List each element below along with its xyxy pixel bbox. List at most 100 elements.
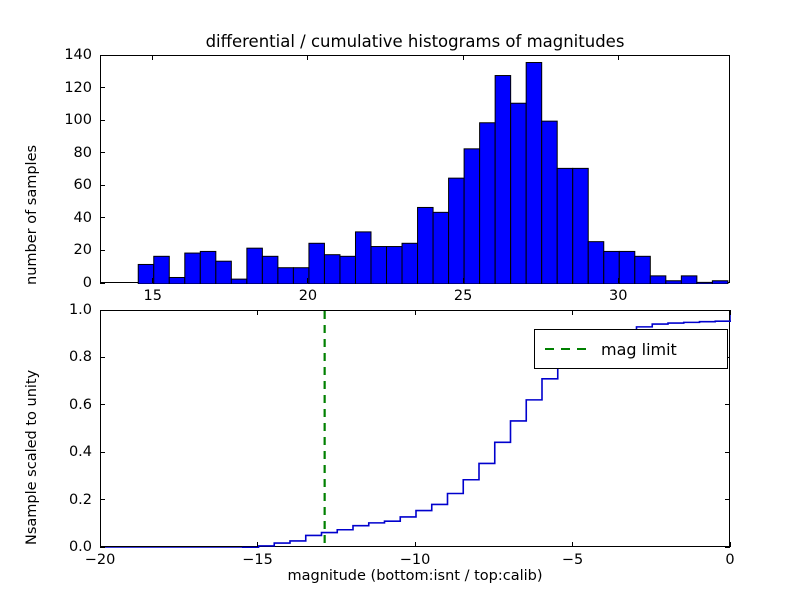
y-tick-label: 0.2 bbox=[68, 491, 92, 508]
histogram-bar bbox=[556, 167, 574, 284]
histogram-bar bbox=[649, 275, 667, 284]
y-tick-mark-right bbox=[725, 309, 730, 311]
legend[interactable]: mag limit bbox=[534, 329, 728, 369]
histogram-bar bbox=[308, 242, 325, 284]
x-tick-label: 0 bbox=[725, 552, 735, 568]
x-tick-mark bbox=[414, 542, 416, 547]
histogram-bar bbox=[261, 255, 279, 284]
histogram-bar bbox=[401, 242, 419, 284]
top-y-axis-label: number of samples bbox=[24, 144, 40, 285]
histogram-bar bbox=[153, 255, 170, 284]
histogram-bar bbox=[323, 254, 341, 284]
x-tick-label: 25 bbox=[453, 288, 473, 304]
histogram-bar bbox=[572, 167, 589, 284]
histogram-bar bbox=[541, 120, 558, 284]
y-tick-label: 20 bbox=[73, 242, 92, 259]
histogram-bar bbox=[525, 62, 543, 284]
x-axis-label: magnitude (bottom:isnt / top:calib) bbox=[287, 568, 543, 584]
histogram-bar bbox=[479, 122, 496, 284]
y-tick-mark-right bbox=[725, 451, 730, 453]
y-tick-label: 0.8 bbox=[68, 349, 92, 366]
bottom-y-axis-label: Nsample scaled to unity bbox=[24, 369, 40, 545]
y-tick-mark bbox=[100, 404, 105, 406]
x-tick-mark-top bbox=[729, 310, 731, 315]
x-tick-mark-top bbox=[152, 55, 154, 60]
y-tick-label: 80 bbox=[73, 144, 92, 161]
y-tick-label: 40 bbox=[73, 209, 92, 226]
x-tick-label: −20 bbox=[84, 552, 116, 568]
histogram-bar bbox=[494, 75, 512, 284]
top-histogram-axes bbox=[100, 55, 730, 284]
y-tick-label: 140 bbox=[64, 47, 92, 63]
y-tick-mark bbox=[100, 249, 105, 251]
histogram-bar bbox=[339, 255, 356, 284]
x-tick-label: −15 bbox=[242, 552, 273, 568]
histogram-bar bbox=[168, 276, 186, 284]
histogram-bar bbox=[711, 280, 729, 284]
x-tick-mark bbox=[257, 542, 258, 547]
histogram-bar bbox=[463, 148, 481, 284]
y-tick-label: 0.4 bbox=[68, 444, 92, 461]
y-tick-label: 0.0 bbox=[68, 539, 92, 555]
y-tick-mark-right bbox=[725, 404, 730, 406]
x-tick-label: 15 bbox=[143, 288, 162, 304]
histogram-bar bbox=[432, 211, 450, 284]
y-tick-label: 0.6 bbox=[68, 396, 92, 413]
y-tick-label: 120 bbox=[64, 79, 92, 96]
histogram-bar bbox=[510, 102, 527, 284]
histogram-bar bbox=[199, 250, 217, 284]
y-tick-mark bbox=[100, 54, 105, 56]
x-tick-mark-top bbox=[572, 310, 573, 315]
page-title: differential / cumulative histograms of … bbox=[205, 32, 625, 51]
y-tick-mark bbox=[100, 217, 105, 219]
y-tick-mark bbox=[100, 356, 105, 358]
x-tick-mark-top bbox=[617, 55, 619, 60]
x-tick-label: −5 bbox=[561, 552, 584, 568]
x-tick-label: 20 bbox=[298, 288, 318, 304]
y-tick-label: 100 bbox=[64, 112, 92, 129]
x-tick-mark bbox=[617, 278, 619, 283]
y-tick-mark bbox=[100, 119, 105, 121]
histogram-bar bbox=[184, 252, 201, 284]
histogram-bar bbox=[230, 278, 248, 284]
x-tick-mark-top bbox=[414, 310, 416, 315]
x-tick-mark bbox=[152, 278, 154, 283]
top-histogram-bars bbox=[137, 62, 729, 284]
x-tick-mark bbox=[729, 542, 731, 547]
y-tick-mark bbox=[100, 546, 105, 548]
legend-entry-label: mag limit bbox=[601, 339, 677, 359]
histogram-bar bbox=[448, 177, 465, 284]
x-tick-label: 30 bbox=[609, 288, 628, 304]
x-tick-mark-top bbox=[257, 310, 258, 315]
y-tick-label: 60 bbox=[73, 177, 92, 194]
x-tick-label: −10 bbox=[399, 552, 431, 568]
y-tick-mark-right bbox=[725, 546, 730, 548]
cumulative-curve bbox=[101, 311, 731, 548]
y-tick-mark bbox=[100, 184, 105, 186]
histogram-bar bbox=[665, 280, 682, 284]
x-tick-mark bbox=[307, 278, 309, 283]
histogram-bar bbox=[634, 255, 651, 284]
y-tick-mark bbox=[100, 499, 105, 501]
mag-limit-line-icon bbox=[545, 347, 587, 351]
histogram-bar bbox=[246, 247, 263, 284]
x-tick-mark bbox=[462, 278, 464, 283]
y-tick-mark bbox=[100, 309, 105, 311]
y-tick-mark bbox=[100, 451, 105, 453]
y-tick-mark-right bbox=[725, 499, 730, 501]
x-tick-mark bbox=[572, 542, 573, 547]
y-tick-label: 1.0 bbox=[68, 302, 92, 318]
histogram-bar bbox=[277, 267, 294, 284]
histogram-bar bbox=[215, 260, 232, 284]
histogram-bar bbox=[354, 231, 372, 284]
histogram-bar bbox=[618, 250, 636, 284]
y-tick-mark bbox=[100, 87, 105, 89]
histogram-bar bbox=[370, 246, 388, 284]
x-tick-mark-top bbox=[307, 55, 309, 60]
x-tick-mark-top bbox=[99, 310, 101, 315]
y-tick-label: 0 bbox=[82, 275, 92, 291]
histogram-bar bbox=[386, 246, 403, 284]
histogram-bar bbox=[696, 281, 713, 284]
x-tick-mark-top bbox=[462, 55, 464, 60]
